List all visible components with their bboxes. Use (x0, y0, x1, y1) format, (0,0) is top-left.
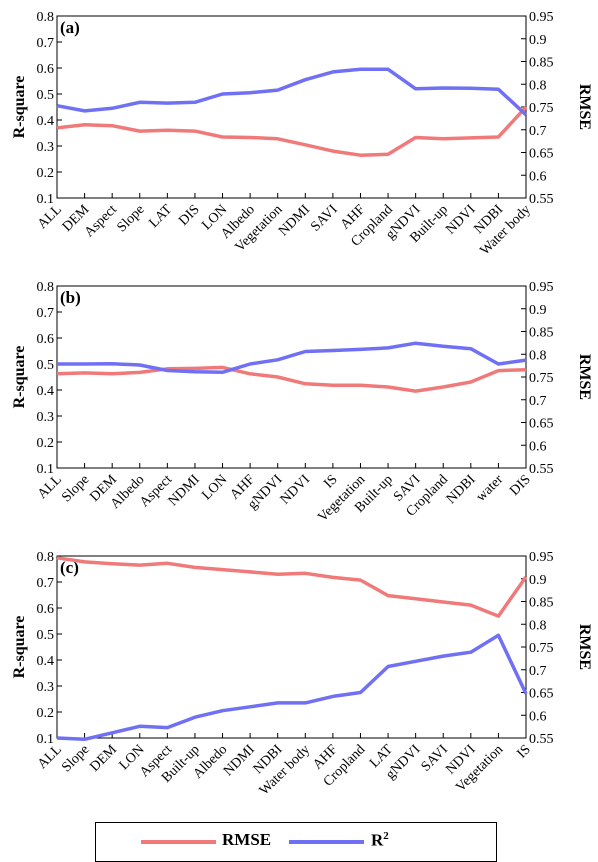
chart-panel-1: 0.10.20.30.40.50.60.70.80.550.60.650.70.… (11, 10, 593, 258)
x-tick-label: Aspect (137, 472, 175, 510)
y-axis-label-right: RMSE (576, 624, 593, 670)
left-tick-label: 0.6 (37, 62, 55, 77)
left-tick-label: 0.3 (37, 410, 55, 425)
chart-panel-3: 0.10.20.30.40.50.60.70.80.550.60.650.70.… (11, 550, 593, 798)
x-tick-label: NDMI (221, 742, 258, 779)
right-tick-label: 0.85 (529, 326, 554, 341)
x-tick-label: water (474, 472, 507, 505)
right-tick-label: 0.65 (529, 147, 554, 162)
left-tick-label: 0.2 (37, 706, 55, 721)
x-tick-label: DIS (176, 202, 203, 229)
left-tick-label: 0.8 (37, 10, 55, 25)
plot-frame (57, 556, 526, 738)
y-axis-label-right: RMSE (576, 84, 593, 130)
right-tick-label: 0.95 (529, 10, 554, 25)
right-tick-label: 0.85 (529, 596, 554, 611)
right-tick-label: 0.9 (529, 33, 547, 48)
left-tick-label: 0.4 (37, 654, 55, 669)
right-tick-label: 0.7 (529, 664, 547, 679)
right-tick-label: 0.75 (529, 641, 554, 656)
y-axis-label-left: R-square (11, 76, 28, 139)
x-tick-label: IS (321, 472, 340, 491)
left-tick-label: 0.2 (37, 166, 55, 181)
right-tick-label: 0.65 (529, 687, 554, 702)
left-tick-label: 0.5 (37, 358, 55, 373)
legend-r2-line (289, 840, 364, 844)
x-tick-label: NDBI (444, 472, 479, 507)
left-tick-label: 0.5 (37, 88, 55, 103)
right-tick-label: 0.6 (529, 709, 547, 724)
x-tick-label: Aspect (82, 202, 120, 240)
right-tick-label: 0.7 (529, 394, 547, 409)
x-tick-label: SAVI (308, 202, 341, 235)
left-tick-label: 0.4 (37, 114, 55, 129)
left-tick-label: 0.3 (37, 140, 55, 155)
right-tick-label: 0.8 (529, 618, 547, 633)
panel-label: (a) (60, 18, 80, 37)
right-tick-label: 0.9 (529, 303, 547, 318)
right-tick-label: 0.7 (529, 124, 547, 139)
right-tick-label: 0.6 (529, 169, 547, 184)
right-tick-label: 0.8 (529, 348, 547, 363)
x-tick-label: Slope (59, 472, 92, 505)
plot-frame (57, 286, 526, 468)
left-tick-label: 0.6 (37, 602, 55, 617)
y-axis-label-left: R-square (11, 346, 28, 409)
right-tick-label: 0.65 (529, 417, 554, 432)
plot-frame (57, 16, 526, 198)
left-tick-label: 0.4 (37, 384, 55, 399)
x-tick-label: Slope (59, 742, 92, 775)
right-tick-label: 0.85 (529, 56, 554, 71)
right-tick-label: 0.75 (529, 371, 554, 386)
right-tick-label: 0.6 (529, 439, 547, 454)
left-tick-label: 0.7 (37, 576, 55, 591)
x-tick-label: NDMI (276, 202, 313, 239)
right-tick-label: 0.75 (529, 101, 554, 116)
left-tick-label: 0.7 (37, 36, 55, 51)
legend-r2-sup: 2 (383, 830, 389, 842)
x-tick-label: LON (199, 472, 230, 503)
right-tick-label: 0.95 (529, 550, 554, 565)
panel-label: (b) (60, 288, 81, 307)
legend-rmse-label: RMSE (222, 830, 271, 850)
left-tick-label: 0.3 (37, 680, 55, 695)
legend-r2-label: R2 (371, 830, 389, 851)
series-line-rmse (57, 107, 526, 155)
chart-legend: RMSE R2 (95, 822, 497, 862)
series-line-r2 (57, 635, 526, 739)
right-tick-label: 0.55 (529, 462, 554, 477)
y-axis-label-right: RMSE (576, 354, 593, 400)
chart-figure: 0.10.20.30.40.50.60.70.80.550.60.650.70.… (0, 0, 598, 822)
series-line-rmse (57, 558, 526, 616)
legend-rmse-line (141, 840, 216, 844)
right-tick-label: 0.55 (529, 732, 554, 747)
x-tick-label: NDMI (166, 472, 203, 509)
x-tick-label: Slope (114, 202, 147, 235)
right-tick-label: 0.55 (529, 192, 554, 207)
legend-r2-text: R (371, 831, 383, 850)
left-tick-label: 0.8 (37, 550, 55, 565)
x-tick-label: NDVI (443, 202, 479, 238)
x-tick-label: DEM (87, 742, 120, 775)
left-tick-label: 0.7 (37, 306, 55, 321)
left-tick-label: 0.2 (37, 436, 55, 451)
x-tick-label: LAT (146, 202, 175, 231)
y-axis-label-left: R-square (11, 616, 28, 679)
right-tick-label: 0.95 (529, 280, 554, 295)
right-tick-label: 0.8 (529, 78, 547, 93)
left-tick-label: 0.5 (37, 628, 55, 643)
chart-panel-2: 0.10.20.30.40.50.60.70.80.550.60.650.70.… (11, 280, 593, 525)
left-tick-label: 0.6 (37, 332, 55, 347)
left-tick-label: 0.8 (37, 280, 55, 295)
x-tick-label: NDVI (278, 472, 314, 508)
series-line-r2 (57, 343, 526, 372)
right-tick-label: 0.9 (529, 573, 547, 588)
series-line-r2 (57, 69, 526, 115)
series-line-rmse (57, 367, 526, 391)
